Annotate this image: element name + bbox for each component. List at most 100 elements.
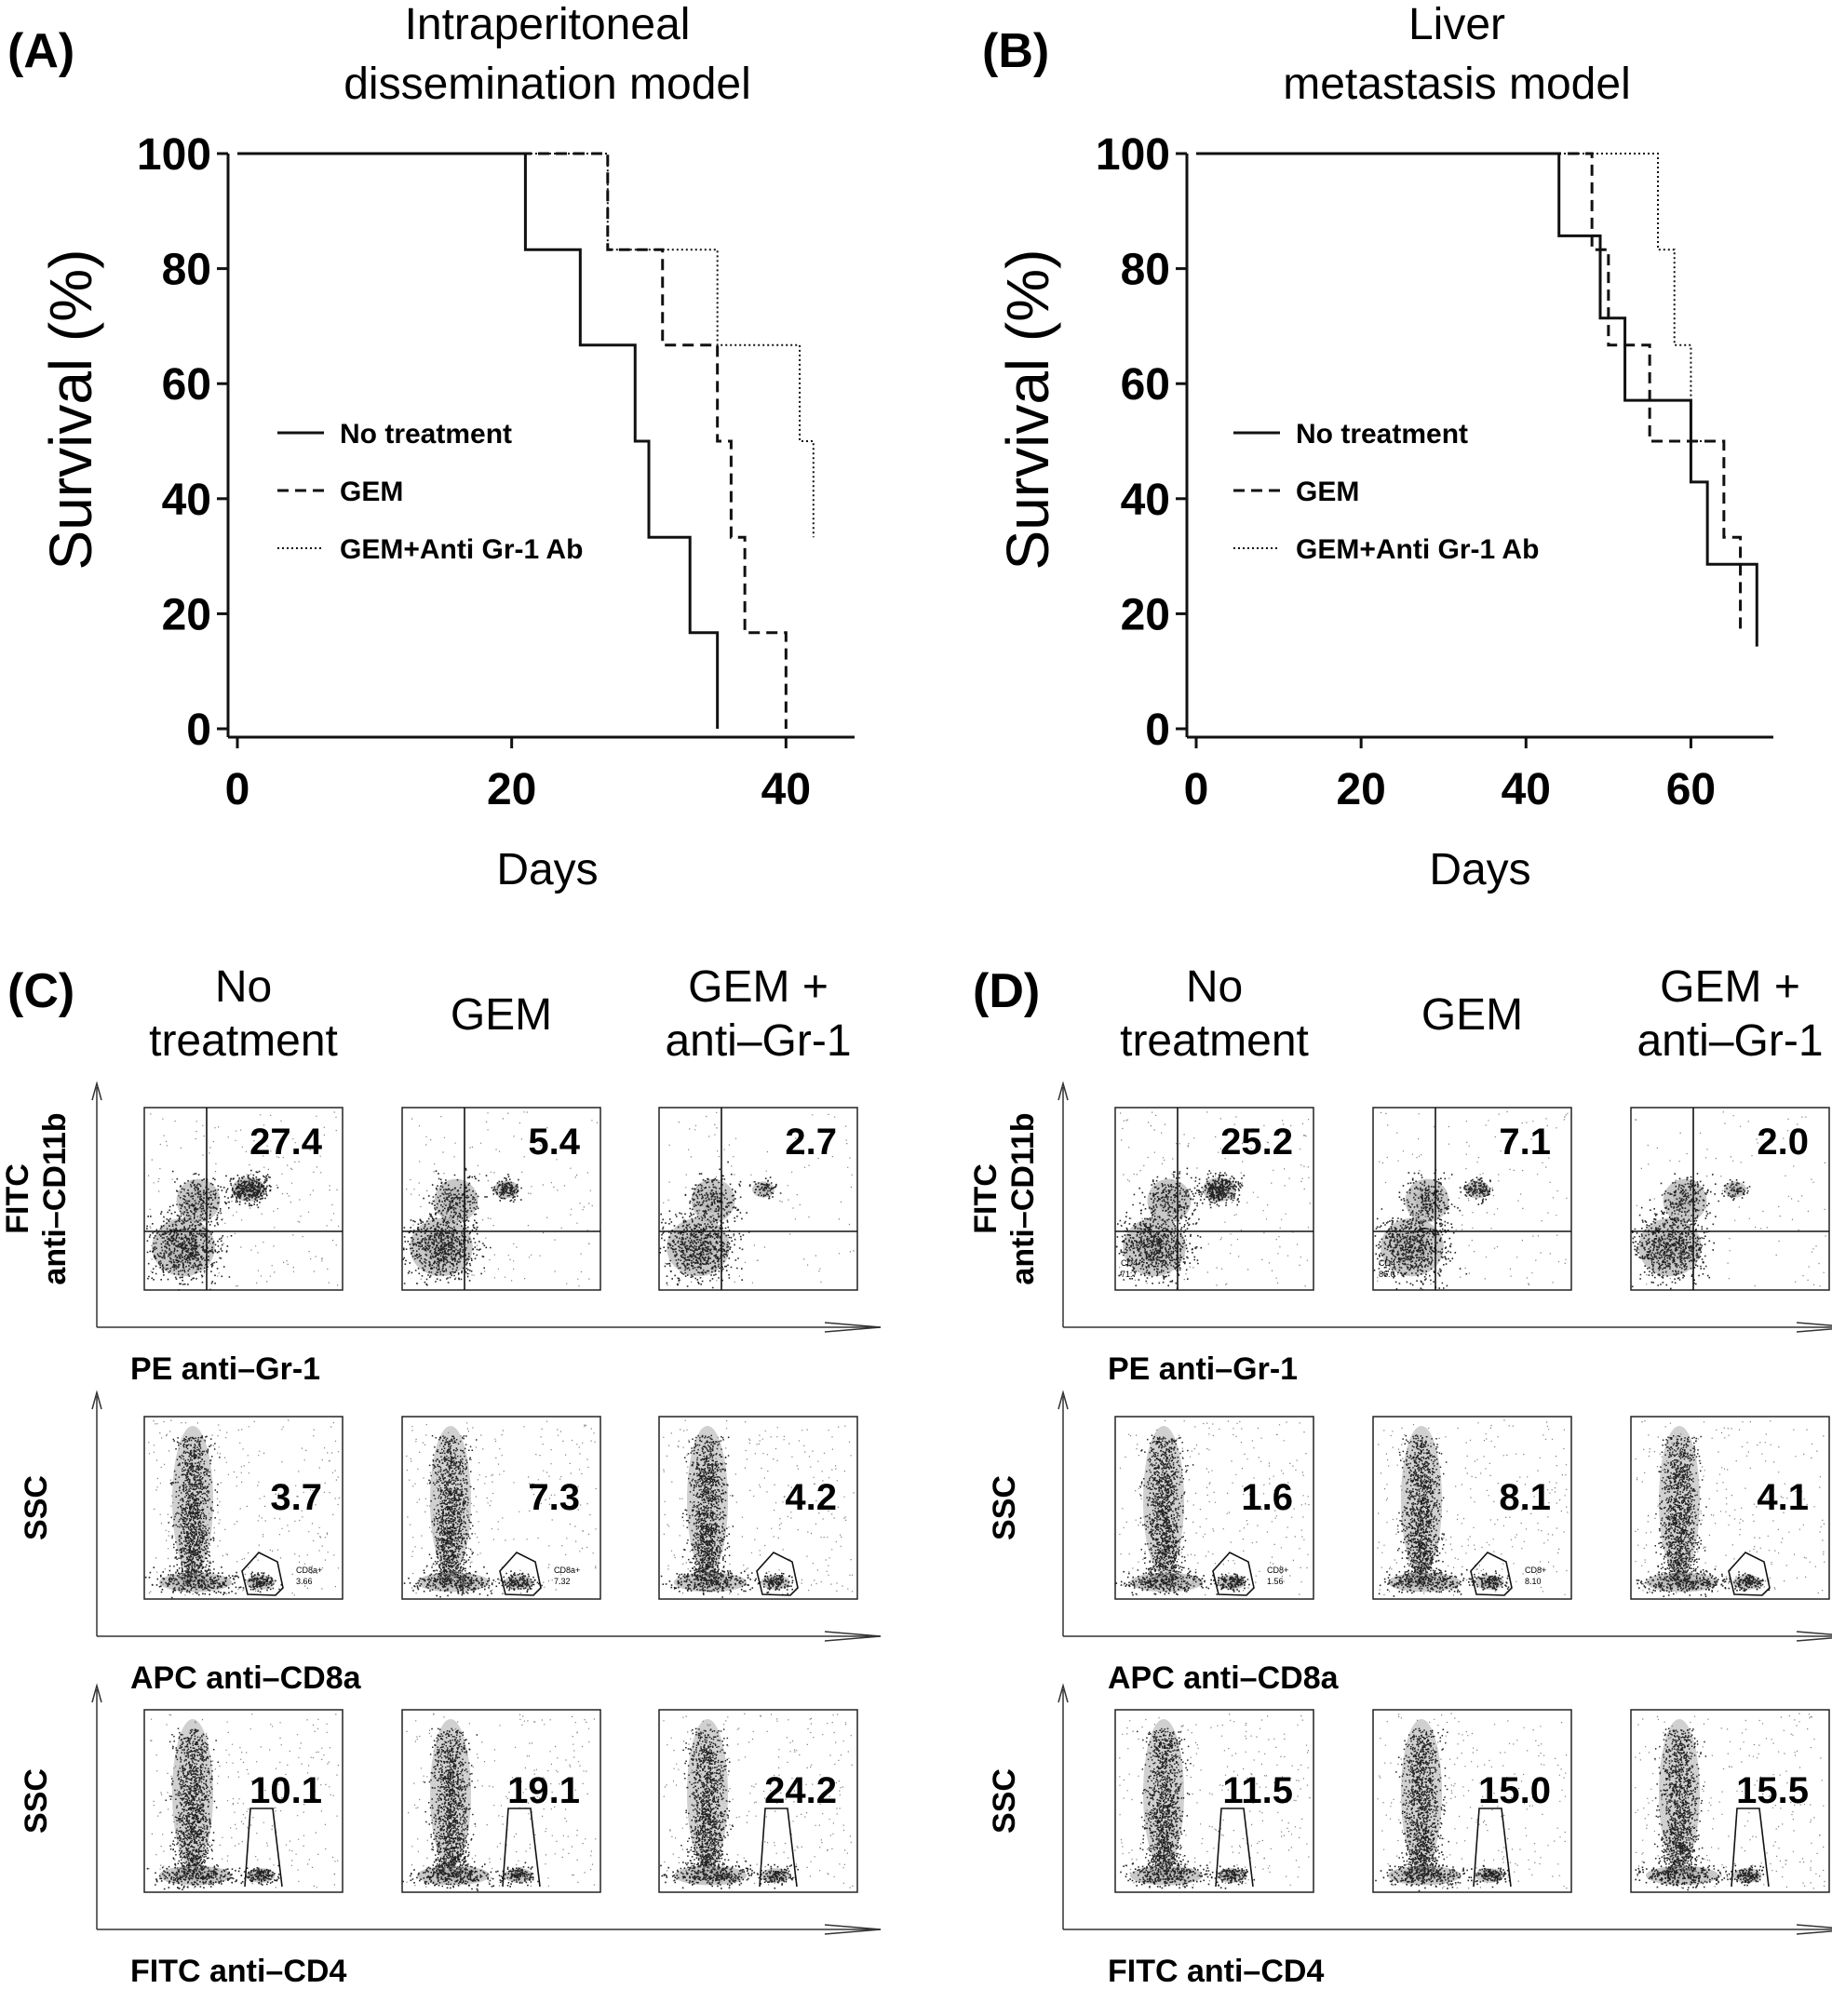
flow-x-label: FITC anti–CD4 [130, 1954, 346, 1989]
gate-small-value: 86.0 [1379, 1270, 1395, 1279]
y-tick-label: 80 [1121, 246, 1170, 295]
flow-x-label: APC anti–CD8a [1108, 1660, 1340, 1696]
y-tick-label: 80 [162, 246, 211, 295]
event-dots [1120, 1860, 1223, 1889]
x-tick-label: 40 [1502, 765, 1551, 814]
plot-frame [1114, 1709, 1314, 1893]
x-tick-label: 0 [1184, 765, 1209, 814]
survival-chart-b: (B) Liver metastasis model Survival (%) … [982, 0, 1773, 894]
flow-plot: 5.4 [401, 1107, 601, 1291]
cd4-gate [1473, 1808, 1512, 1888]
x-arrow-head [1796, 1924, 1832, 1935]
y-tick-label: 0 [1145, 706, 1170, 755]
column-title-line2: GEM [1421, 990, 1523, 1040]
gate-small-label: CD8+ [1525, 1566, 1546, 1575]
gate-percentage: 7.3 [528, 1477, 580, 1518]
ssc-column-events [680, 1727, 734, 1875]
column-title-line2: anti–Gr-1 [1637, 1016, 1823, 1066]
gate-percentage: 3.7 [270, 1477, 322, 1518]
flow-x-label: PE anti–Gr-1 [1108, 1351, 1298, 1387]
x-arrow-head [824, 1322, 882, 1333]
flow-plot: 27.4 [143, 1107, 344, 1291]
cd8-gate [1728, 1552, 1771, 1596]
x-arrow-head [824, 1631, 882, 1642]
chart-b-y-axis-label: Survival (%) [994, 249, 1061, 571]
event-dots [403, 1565, 513, 1598]
legend-label: GEM+Anti Gr-1 Ab [340, 534, 583, 565]
flow-x-label: PE anti–Gr-1 [130, 1351, 320, 1387]
flow-plot: 24.2 [658, 1709, 858, 1893]
chart-a-legend: No treatment GEM GEM+Anti Gr-1 Ab [277, 419, 583, 565]
column-title-line1: GEM + [688, 962, 828, 1012]
series-line-dotted [237, 153, 815, 538]
panel-letter-b: (B) [982, 24, 1049, 78]
flow-plot: 25.2 CD4 71.7 [1114, 1107, 1314, 1291]
event-dots [1375, 1862, 1485, 1892]
ssc-column-events [165, 1727, 220, 1875]
gate-small-label: CD4 [1379, 1258, 1395, 1268]
gate-percentage: 24.2 [764, 1770, 837, 1811]
ssc-column-events [1396, 1434, 1448, 1581]
flow-plot: 15.5 [1630, 1709, 1830, 1893]
event-dots [1468, 1570, 1510, 1591]
event-dots [1190, 1170, 1246, 1209]
event-dots [1724, 1571, 1771, 1592]
gate-percentage: 5.4 [528, 1122, 580, 1163]
event-dots [1649, 1173, 1719, 1239]
gate-small-value: 1.56 [1267, 1577, 1284, 1586]
y-arrow-head [91, 1683, 102, 1703]
flow-plot: 4.1 [1630, 1416, 1830, 1600]
flow-y-label-line1: FITC [0, 1163, 35, 1234]
gate-percentage: 27.4 [249, 1122, 323, 1163]
x-tick-label: 40 [761, 765, 811, 814]
gate-percentage: 15.5 [1736, 1770, 1809, 1811]
y-tick-label: 40 [1121, 476, 1170, 525]
chart-b-title-line1: Liver [1408, 0, 1505, 49]
event-dots [1635, 1860, 1729, 1891]
gate-percentage: 4.2 [785, 1477, 837, 1518]
event-dots [240, 1864, 280, 1886]
flow-plot: 8.1 CD8+ 8.10 [1372, 1416, 1572, 1600]
event-dots [757, 1572, 794, 1595]
y-tick-label: 0 [186, 706, 211, 755]
y-tick-label: 100 [137, 130, 211, 180]
gate-small-value: 3.66 [296, 1577, 313, 1586]
legend-label: No treatment [1296, 419, 1468, 450]
y-tick-label: 60 [1121, 360, 1170, 410]
event-dots [146, 1195, 233, 1291]
gate-percentage: 2.0 [1757, 1122, 1809, 1163]
y-tick-label: 20 [1121, 590, 1170, 639]
flow-plot: 3.7 CD8a+ 3.66 [143, 1416, 344, 1600]
y-tick-label: 40 [162, 476, 211, 525]
x-arrow-head [1796, 1322, 1832, 1333]
chart-b-x-axis-label: Days [1429, 845, 1530, 894]
cd4-gate [1731, 1808, 1770, 1888]
series-line-dotted [1196, 153, 1708, 442]
sparse-events [148, 1714, 339, 1888]
x-arrow-head [1796, 1631, 1832, 1642]
event-dots [748, 1176, 782, 1200]
chart-b-axes [1185, 154, 1773, 739]
flow-y-label: SSC [19, 1768, 54, 1834]
gate-small-label: CD4 [1121, 1258, 1138, 1268]
plot-frame [143, 1709, 344, 1893]
chart-b-title-line2: metastasis model [1283, 60, 1630, 109]
column-title-line2: treatment [149, 1016, 338, 1066]
event-dots [1133, 1167, 1198, 1232]
chart-a-x-axis-label: Days [496, 845, 598, 894]
column-title-line1: No [1186, 962, 1243, 1012]
y-arrow-head [91, 1081, 102, 1101]
event-dots [1211, 1865, 1256, 1889]
y-arrow-head [91, 1390, 102, 1410]
column-title-line1: No [215, 962, 272, 1012]
plot-frame [658, 1709, 858, 1893]
chart-a-title-line1: Intraperitoneal [405, 0, 691, 49]
y-arrow-head [1057, 1081, 1069, 1101]
x-tick-label: 20 [487, 765, 536, 814]
column-title-line2: anti–Gr-1 [665, 1016, 851, 1066]
legend-label: No treatment [340, 419, 512, 450]
gate-small-value: 71.7 [1121, 1270, 1138, 1279]
